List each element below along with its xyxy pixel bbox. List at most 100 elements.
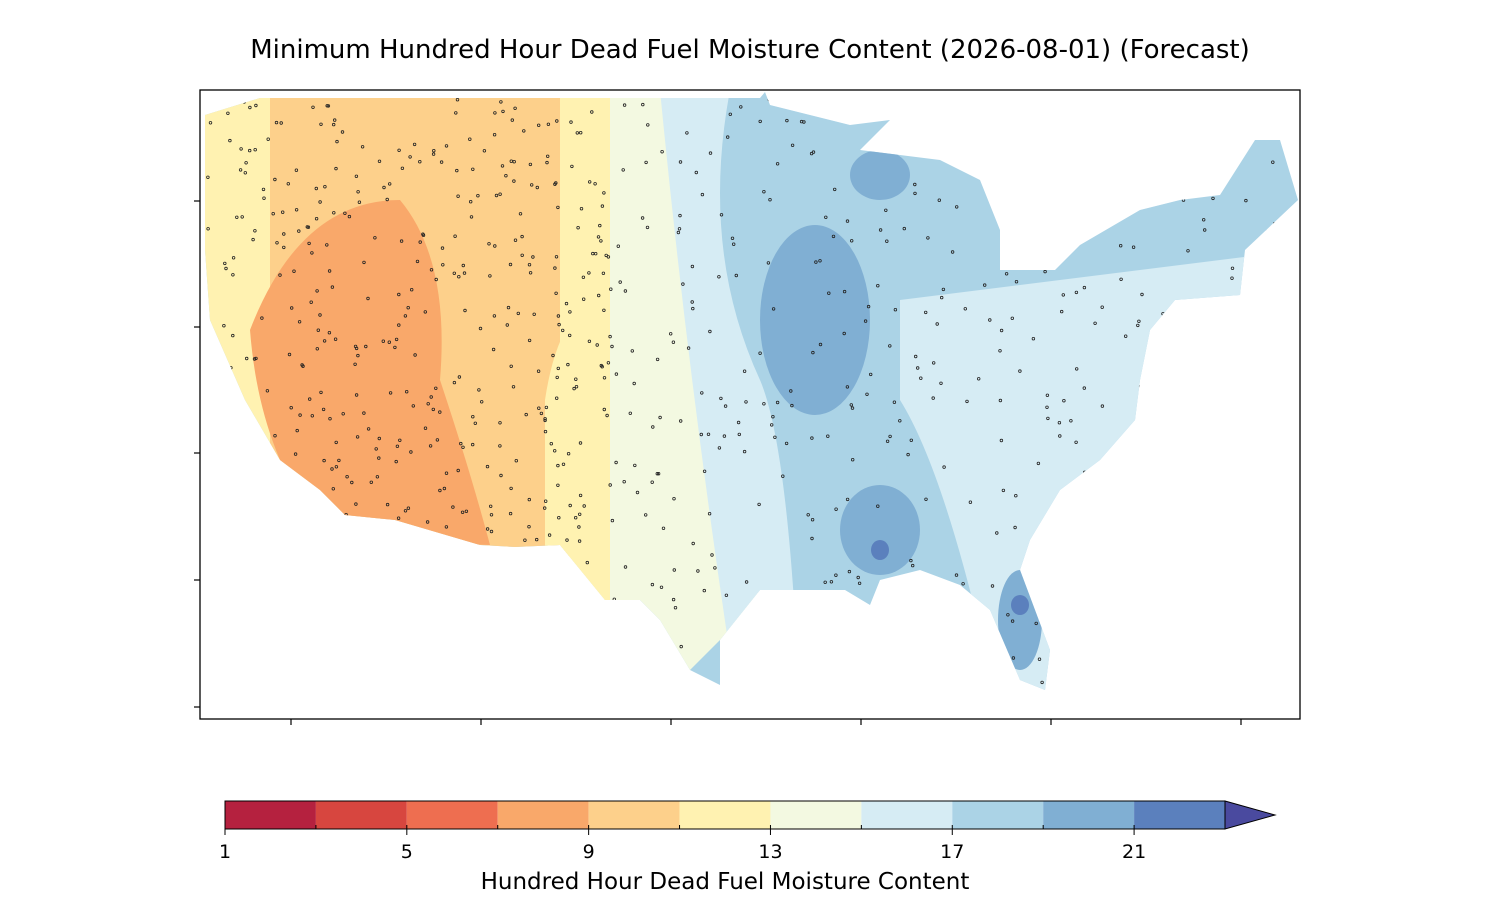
station-dot <box>224 266 228 271</box>
station-dot <box>888 583 892 587</box>
station-dot <box>470 649 474 653</box>
station-dot <box>632 381 636 386</box>
station-dot <box>212 610 216 614</box>
station-dot <box>1033 188 1037 192</box>
station-dot <box>1272 221 1277 226</box>
station-dot <box>485 527 490 531</box>
station-dot <box>1064 157 1069 161</box>
station-dot <box>455 97 460 102</box>
station-dot <box>327 269 332 273</box>
station-dot <box>902 226 906 231</box>
station-dot <box>597 293 601 298</box>
station-dot <box>251 237 255 242</box>
station-dot <box>845 385 850 389</box>
station-dot <box>292 675 296 680</box>
station-dot <box>1194 617 1199 622</box>
station-dot <box>493 111 497 115</box>
station-dot <box>340 130 345 134</box>
station-dot <box>950 250 955 254</box>
station-dot <box>1082 285 1087 290</box>
station-dot <box>500 675 504 679</box>
station-dot <box>287 352 292 357</box>
station-dot <box>1277 409 1282 413</box>
station-dot <box>906 452 910 457</box>
station-dot <box>549 442 553 446</box>
station-dot <box>299 516 303 521</box>
station-dot <box>530 183 534 187</box>
station-dot <box>528 162 533 167</box>
station-dot <box>318 619 322 623</box>
station-dot <box>665 686 669 690</box>
station-dot <box>1172 505 1177 509</box>
station-dot <box>763 592 768 597</box>
station-dot <box>1159 176 1164 180</box>
station-dot <box>1034 621 1038 626</box>
station-dot <box>438 488 442 493</box>
station-dot <box>878 228 883 232</box>
station-dot <box>497 561 501 565</box>
station-dot <box>330 285 335 289</box>
station-dot <box>888 344 892 348</box>
station-dot <box>916 366 920 370</box>
station-dot <box>599 239 603 243</box>
station-dot <box>569 120 573 124</box>
station-dot <box>602 191 606 195</box>
station-dot <box>827 291 831 295</box>
station-dot <box>932 361 936 365</box>
station-dot <box>211 447 215 451</box>
station-dot <box>641 102 645 107</box>
station-dot <box>423 310 427 314</box>
station-dot <box>602 407 606 412</box>
station-dot <box>452 271 456 275</box>
station-dot <box>713 566 717 570</box>
station-dot <box>671 340 676 344</box>
station-dot <box>527 525 531 529</box>
station-dot <box>364 344 368 349</box>
station-dot <box>460 510 465 514</box>
station-dot <box>462 271 467 275</box>
station-dot <box>405 390 409 394</box>
station-dot <box>1271 160 1275 164</box>
colorbar-tick-label: 21 <box>1122 841 1146 863</box>
station-dot <box>661 526 666 530</box>
station-dot <box>387 340 391 344</box>
station-dot <box>325 104 329 108</box>
station-dot <box>254 632 258 636</box>
station-dot <box>1006 613 1010 617</box>
station-dot <box>554 291 558 295</box>
station-dot <box>954 573 959 577</box>
station-dot <box>426 402 430 406</box>
station-dot <box>429 395 433 399</box>
station-dot <box>1116 677 1120 681</box>
station-dot <box>1202 228 1207 232</box>
station-dot <box>818 259 822 263</box>
station-dot <box>513 106 517 110</box>
station-dot <box>869 668 873 672</box>
station-dot <box>630 349 634 353</box>
station-dot <box>736 420 741 425</box>
station-dot <box>1014 280 1019 284</box>
station-dot <box>965 399 969 404</box>
station-dot <box>888 434 892 439</box>
station-dot <box>561 328 565 333</box>
station-dot <box>231 633 235 637</box>
station-dot <box>590 110 594 114</box>
station-dot <box>328 417 332 421</box>
station-dot <box>516 311 520 316</box>
station-dot <box>1167 521 1172 525</box>
station-dot <box>1222 625 1227 630</box>
station-dot <box>1065 602 1070 606</box>
station-dot <box>527 263 532 267</box>
colorbar-segment <box>679 801 771 829</box>
station-dot <box>1099 585 1103 590</box>
station-dot <box>253 147 257 152</box>
colorbar-label: Hundred Hour Dead Fuel Moisture Content <box>481 869 970 895</box>
station-dot <box>485 641 490 645</box>
station-dot <box>869 372 873 377</box>
station-dot <box>1151 532 1156 536</box>
station-dot <box>315 289 319 293</box>
station-dot <box>294 168 299 172</box>
station-dot <box>224 504 229 509</box>
station-dot <box>678 213 682 218</box>
station-dot <box>441 263 445 267</box>
